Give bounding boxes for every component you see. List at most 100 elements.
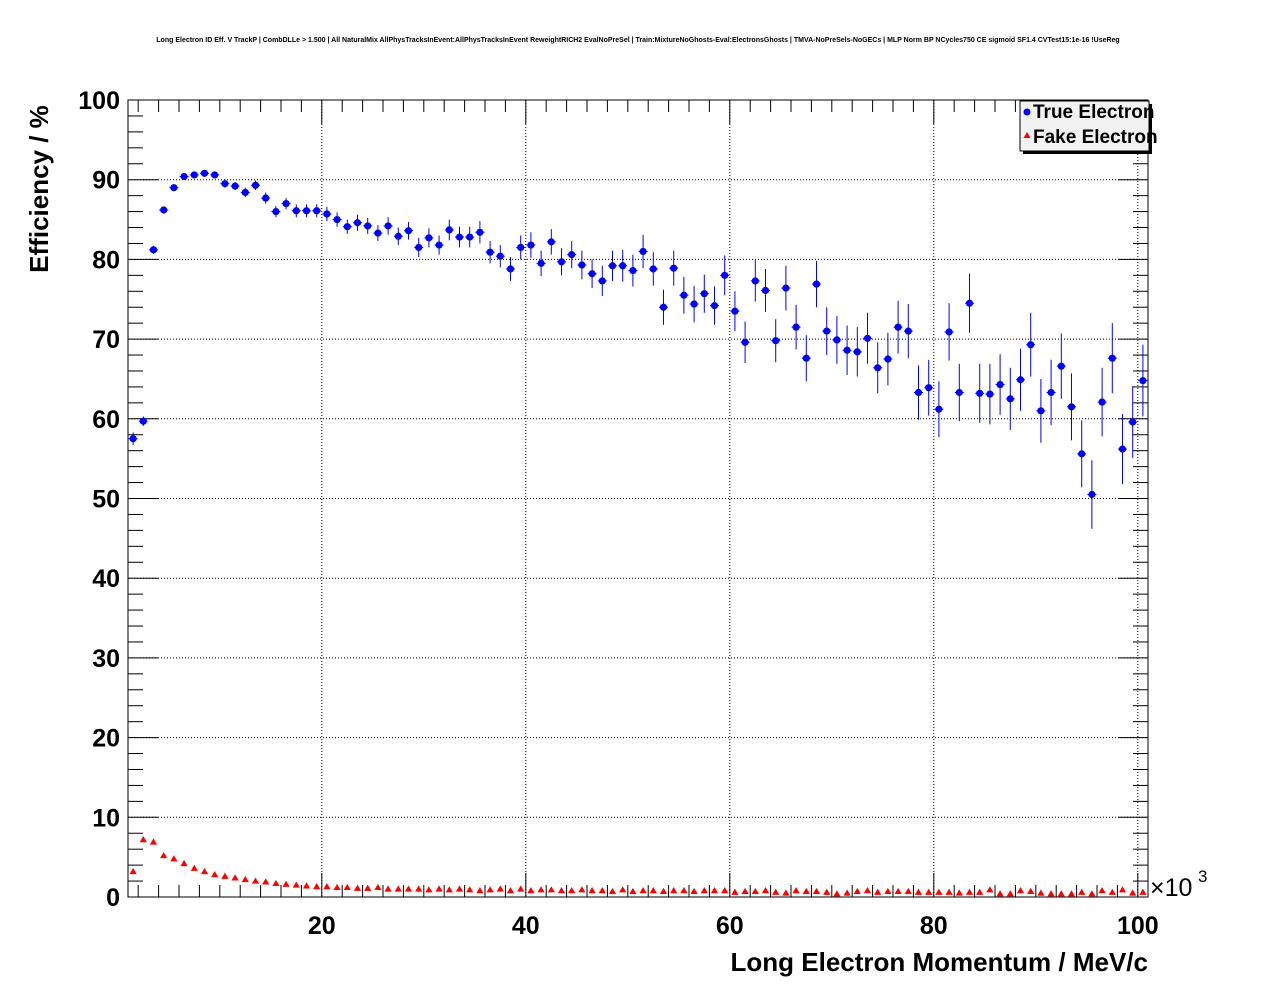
data-point	[1057, 362, 1065, 370]
data-point	[710, 302, 719, 310]
data-point	[404, 885, 413, 892]
data-point	[302, 882, 311, 889]
x-axis-multiplier: ×10 3	[1150, 867, 1207, 902]
data-point	[435, 885, 443, 892]
data-point	[374, 883, 382, 891]
data-point	[1027, 341, 1035, 349]
data-point	[1057, 890, 1065, 897]
data-point	[353, 219, 362, 227]
data-point	[343, 883, 351, 891]
data-point	[629, 266, 637, 275]
data-point	[1088, 490, 1096, 499]
data-point	[578, 886, 586, 893]
data-point	[914, 888, 923, 895]
data-point	[262, 194, 270, 202]
data-point	[843, 346, 851, 354]
data-point	[200, 169, 209, 177]
data-point	[741, 338, 749, 346]
data-point	[476, 887, 484, 894]
data-point	[996, 380, 1004, 389]
legend-label-true-electron: True Electron	[1033, 102, 1154, 123]
data-point	[241, 188, 249, 197]
data-point	[180, 172, 188, 181]
data-point	[833, 890, 841, 897]
data-point	[251, 877, 260, 884]
data-point	[680, 887, 688, 894]
x-axis-label: Long Electron Momentum / MeV/c	[731, 947, 1148, 977]
data-point	[874, 888, 882, 895]
data-point	[568, 887, 576, 894]
data-point	[639, 887, 647, 894]
data-point	[802, 887, 810, 895]
data-point	[884, 887, 892, 895]
data-point	[496, 885, 504, 892]
y-axis-label: Efficiency / %	[24, 105, 54, 273]
data-point	[517, 885, 525, 892]
data-point	[670, 264, 678, 272]
data-point	[782, 889, 790, 896]
data-point	[1047, 890, 1055, 897]
data-point	[925, 384, 933, 392]
data-point	[659, 887, 668, 895]
data-point	[1016, 887, 1025, 894]
y-tick-label: 20	[92, 725, 120, 753]
y-tick-label: 60	[92, 406, 120, 434]
y-tick-label: 50	[92, 486, 120, 514]
data-point	[149, 838, 158, 845]
data-point	[965, 888, 974, 895]
data-point	[976, 389, 984, 397]
axes: 0 10 20 30 40 50 60 70 80 90 100 20 40 60 80 100	[78, 87, 1158, 940]
data-point	[863, 887, 872, 894]
y-tick-label: 90	[92, 167, 120, 195]
data-point	[812, 887, 821, 895]
data-point	[251, 181, 260, 189]
data-point	[863, 334, 872, 342]
data-point	[629, 887, 637, 895]
data-point	[833, 336, 841, 344]
data-point	[364, 222, 372, 230]
data-point	[537, 259, 545, 267]
data-point	[649, 887, 657, 894]
data-point	[1047, 388, 1055, 397]
data-point	[302, 207, 311, 215]
data-point	[547, 886, 555, 893]
data-point	[792, 887, 800, 894]
data-point	[935, 405, 943, 413]
x-multiplier-exponent: 3	[1198, 867, 1207, 886]
data-point	[170, 184, 178, 192]
data-point	[965, 299, 974, 307]
data-point	[129, 435, 137, 443]
data-point	[160, 851, 168, 859]
data-point	[588, 270, 596, 278]
data-point	[1118, 445, 1127, 453]
data-point	[659, 303, 668, 311]
grid	[128, 100, 1148, 897]
data-point	[160, 206, 168, 214]
data-point	[282, 880, 290, 887]
data-series	[128, 169, 1148, 897]
data-point	[1139, 376, 1147, 385]
data-point	[670, 887, 678, 894]
data-point	[1098, 398, 1106, 406]
data-point	[751, 887, 759, 895]
data-point	[578, 261, 586, 269]
data-point	[364, 884, 372, 891]
data-point	[812, 280, 821, 288]
legend-label-fake-electron: Fake Electron	[1033, 127, 1158, 148]
data-point	[721, 887, 729, 894]
data-point	[241, 875, 249, 883]
data-point	[323, 883, 331, 890]
data-point	[1067, 890, 1076, 897]
data-point	[455, 885, 464, 892]
data-point	[914, 388, 923, 397]
data-point	[333, 883, 341, 891]
data-point	[313, 883, 321, 890]
data-point	[721, 271, 729, 279]
x-tick-label: 40	[512, 912, 540, 940]
y-tick-label: 70	[92, 326, 120, 354]
data-point	[608, 262, 617, 270]
data-point	[1108, 888, 1116, 895]
data-point	[823, 327, 831, 335]
series-fake-electron	[129, 836, 1147, 897]
